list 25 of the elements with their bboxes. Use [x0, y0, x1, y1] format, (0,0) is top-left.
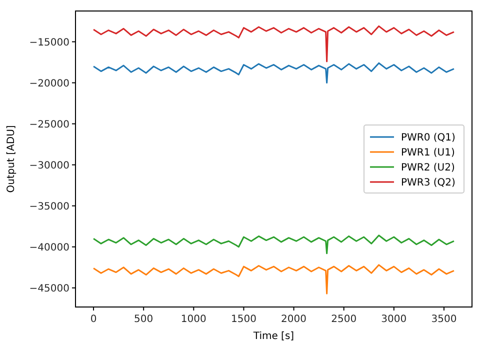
legend-label: PWR0 (Q1) [401, 132, 456, 144]
x-axis-title: Time [s] [252, 331, 294, 342]
line-series [92, 264, 455, 294]
y-axis-title: Output [ADU] [6, 125, 17, 193]
y-tick-label: −30000 [29, 160, 70, 172]
x-tick-label: 500 [134, 314, 154, 325]
x-tick-label: 0 [90, 314, 97, 325]
x-tick-label: 3500 [431, 314, 457, 325]
y-tick-label: −40000 [29, 242, 70, 254]
x-tick-label: 2500 [331, 314, 357, 325]
y-tick-label: −45000 [29, 283, 70, 294]
line-series [92, 62, 455, 84]
y-tick-label: −25000 [29, 119, 70, 130]
legend-label: PWR3 (Q2) [401, 178, 456, 188]
x-tick-label: 3000 [381, 314, 407, 325]
line-series [92, 25, 455, 62]
x-tick-label: 2000 [281, 314, 306, 325]
y-tick-label: −15000 [29, 37, 70, 48]
legend-label: PWR2 (U2) [401, 162, 455, 174]
y-tick-label: −35000 [29, 201, 70, 212]
y-tick-label: −20000 [29, 78, 70, 90]
line-series [92, 234, 455, 254]
legend-label: PWR1 (U1) [401, 148, 455, 158]
x-tick-label: 1000 [180, 314, 206, 325]
x-tick-label: 1500 [230, 314, 256, 325]
